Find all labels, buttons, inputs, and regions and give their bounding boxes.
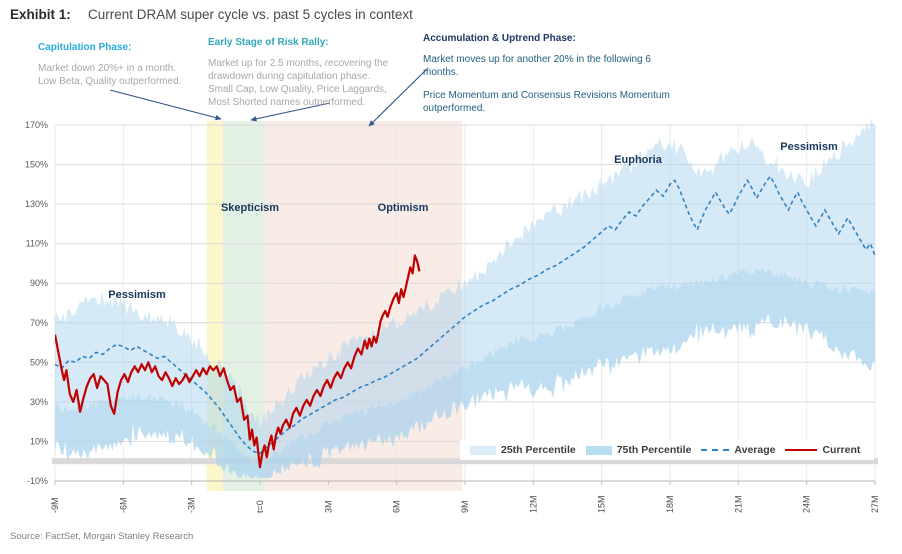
annotation-body: Market up for 2.5 months, recovering the… <box>208 58 389 108</box>
legend-label: Current <box>822 444 861 456</box>
annotation-arrow <box>250 102 331 122</box>
source-note: Source: FactSet, Morgan Stanley Research <box>10 531 194 542</box>
annotation-arrow <box>368 67 429 127</box>
annotation-body: Market moves up for another 20% in the f… <box>423 54 651 78</box>
phase-label-pessimism-left: Pessimism <box>108 289 166 301</box>
phase-label-pessimism-right: Pessimism <box>780 141 838 153</box>
annotation-accumulation-uptrend: Accumulation & Uptrend Phase: Market mov… <box>423 32 723 115</box>
x-tick-label: 18M <box>665 495 675 513</box>
legend-swatch-icon <box>585 445 612 455</box>
annotation-heading: Capitulation Phase: <box>38 42 132 53</box>
legend-solid-line-icon <box>785 449 818 451</box>
legend-label: Average <box>734 444 776 456</box>
legend-label: 25th Percentile <box>501 444 576 456</box>
y-tick-label: -10% <box>27 476 48 486</box>
x-tick-label: -3M <box>187 498 197 514</box>
axis-labels: 170% 150% 130% 110% 90% 70% 50% 30% 10% -10% -9M -6… <box>25 120 880 513</box>
annotation-capitulation-phase: Capitulation Phase: Market down 20%+ in … <box>38 41 243 88</box>
phase-label-skepticism: Skepticism <box>220 202 280 214</box>
legend-item-average: Average <box>701 444 775 456</box>
x-tick-label: 27M <box>870 495 880 513</box>
y-tick-label: 110% <box>26 239 48 249</box>
band-25th-percentile-area <box>55 266 875 478</box>
y-tick-label: 70% <box>30 318 48 328</box>
x-tick-label: -9M <box>50 498 60 514</box>
legend-swatch-icon <box>470 445 496 455</box>
x-tick-label: 15M <box>597 495 607 513</box>
x-tick-label: 24M <box>802 495 812 513</box>
chart-legend: 25th Percentile 75th Percentile Average Cur… <box>460 440 874 460</box>
current-line <box>55 254 421 469</box>
legend-item-current: Current <box>785 444 860 456</box>
annotation-arrow <box>109 89 222 121</box>
annotation-arrows <box>109 67 429 127</box>
y-tick-label: 130% <box>25 199 48 209</box>
legend-dashed-line-icon <box>701 449 730 451</box>
annotation-heading: Early Stage of Risk Rally: <box>208 37 329 48</box>
y-tick-label: 150% <box>25 160 48 170</box>
x-tick-label: 9M <box>460 500 470 513</box>
zero-baseline-bar <box>52 458 878 465</box>
y-tick-label: 170% <box>25 120 48 130</box>
band-75th-percentile-area <box>55 119 875 478</box>
legend-item-75th-percentile: 75th Percentile <box>585 444 692 456</box>
annotation-body: Market down 20%+ in a month. Low Beta, Q… <box>38 63 182 87</box>
annotation-heading: Accumulation & Uptrend Phase: <box>423 33 576 44</box>
x-tick-label: 21M <box>733 495 743 513</box>
x-tick-label: -6M <box>118 498 128 514</box>
x-tick-label: 6M <box>392 500 402 513</box>
legend-item-25th-percentile: 25th Percentile <box>470 444 576 456</box>
page-title: Current DRAM super cycle vs. past 5 cycl… <box>88 7 413 22</box>
legend-label: 75th Percentile <box>616 444 692 456</box>
percentile-band <box>55 119 875 478</box>
y-tick-label: 10% <box>30 436 48 446</box>
x-tick-label: 12M <box>528 495 538 513</box>
y-tick-label: 30% <box>30 397 48 407</box>
exhibit-label: Exhibit 1: <box>10 7 71 22</box>
x-tick-label: t=0 <box>255 500 265 513</box>
phase-label-euphoria: Euphoria <box>614 154 662 166</box>
y-tick-label: 50% <box>30 357 48 367</box>
phase-label-optimism: Optimism <box>377 202 429 214</box>
average-line <box>55 174 875 455</box>
annotation-body: Price Momentum and Consensus Revisions M… <box>423 90 670 114</box>
annotation-early-risk-rally: Early Stage of Risk Rally: Market up for… <box>208 36 433 109</box>
x-tick-label: 3M <box>323 500 333 513</box>
y-tick-label: 90% <box>30 278 48 288</box>
